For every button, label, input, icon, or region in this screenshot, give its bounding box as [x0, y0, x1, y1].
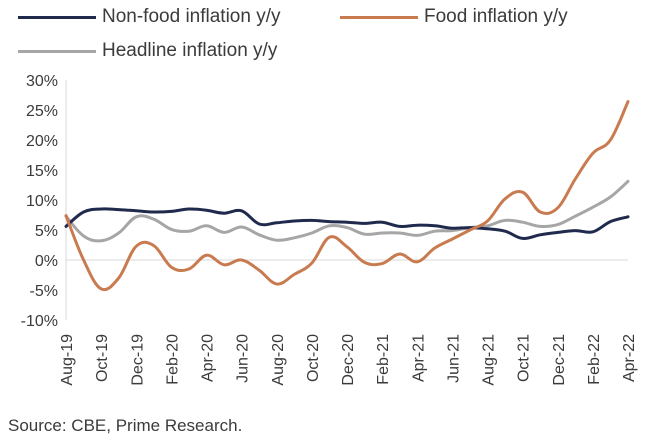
- x-tick-label: Dec-20: [340, 334, 357, 386]
- source-note: Source: CBE, Prime Research.: [8, 416, 243, 435]
- line-chart: -10% -5% 0% 5% 10% 15% 20% 25% 30% Aug-19 Oct-19 De…: [21, 73, 638, 386]
- x-tick-label: Oct-21: [516, 334, 533, 382]
- x-tick-label: Oct-19: [94, 334, 111, 382]
- x-tick-label: Aug-20: [270, 334, 287, 386]
- legend-item-food: Food inflation y/y: [340, 6, 568, 28]
- x-tick-label: Apr-21: [410, 334, 427, 382]
- x-tick-label: Feb-20: [164, 334, 181, 385]
- legend-label-non-food: Non-food inflation y/y: [102, 6, 281, 27]
- y-tick-label: 20%: [26, 133, 58, 150]
- x-tick-label: Feb-22: [586, 334, 603, 385]
- y-tick-label: 15%: [26, 163, 58, 180]
- legend-swatch-non-food: [18, 15, 96, 19]
- x-tick-label: Dec-21: [551, 334, 568, 386]
- y-tick-label: 0%: [35, 253, 58, 270]
- series-line-headline: [64, 179, 630, 243]
- legend-swatch-headline: [18, 49, 96, 53]
- legend-label-headline: Headline inflation y/y: [102, 40, 278, 61]
- y-tick-label: 25%: [26, 103, 58, 120]
- x-tick-label: Aug-19: [59, 334, 76, 386]
- legend-item-headline: Headline inflation y/y: [18, 40, 277, 62]
- x-tick-label: Aug-21: [481, 334, 498, 386]
- y-tick-label: -10%: [21, 313, 58, 330]
- x-tick-label: Apr-22: [621, 334, 638, 382]
- series-line-food: [64, 100, 630, 292]
- x-tick-label: Apr-20: [200, 334, 217, 382]
- y-tick-label: 10%: [26, 193, 58, 210]
- x-tick-label: Jun-20: [235, 334, 252, 383]
- x-tick-label: Oct-20: [305, 334, 322, 382]
- x-tick-label: Feb-21: [375, 334, 392, 385]
- series-line-non-food: [64, 207, 630, 240]
- x-tick-label: Dec-19: [129, 334, 146, 386]
- legend-swatch-food: [340, 15, 418, 19]
- x-tick-label: Jun-21: [445, 334, 462, 383]
- legend: Non-food inflation y/y Food inflation y/…: [0, 0, 661, 70]
- y-tick-label: 30%: [26, 73, 58, 90]
- y-tick-label: 5%: [35, 223, 58, 240]
- legend-label-food: Food inflation y/y: [424, 6, 568, 27]
- legend-item-non-food: Non-food inflation y/y: [18, 6, 281, 28]
- y-tick-label: -5%: [30, 283, 58, 300]
